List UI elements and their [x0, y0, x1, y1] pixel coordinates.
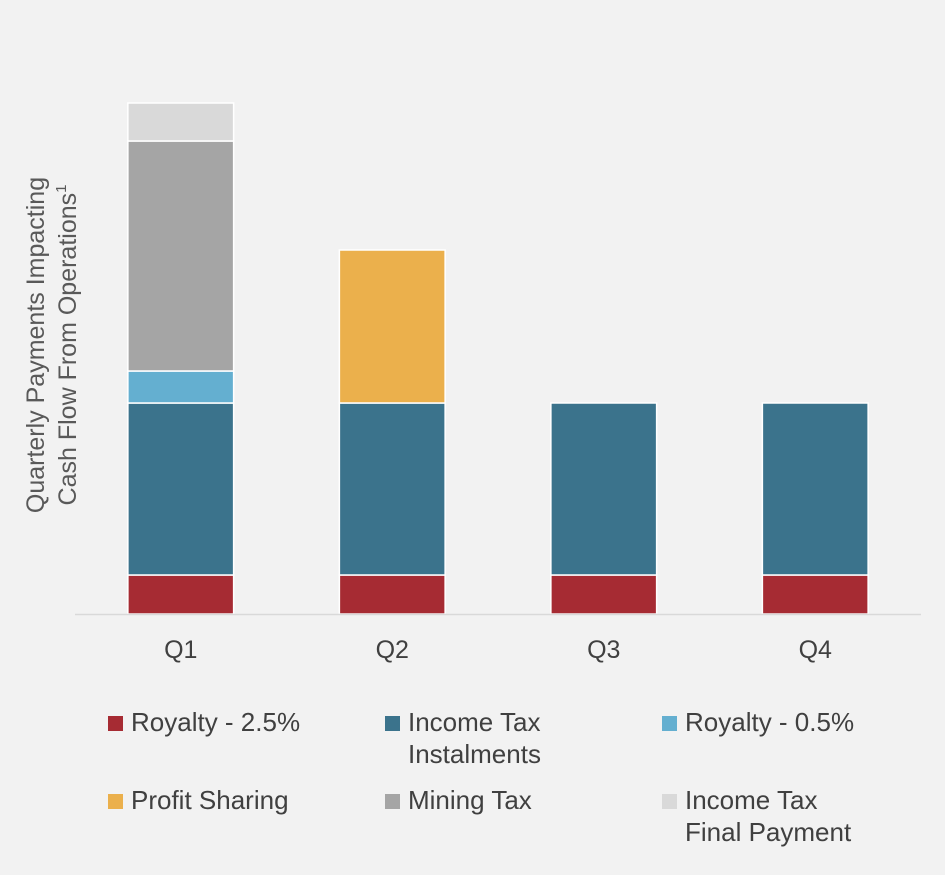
- bar-segment-q1-series-0: [127, 574, 235, 615]
- legend-swatch: [108, 716, 123, 731]
- legend-swatch: [662, 794, 677, 809]
- legend-swatch: [662, 716, 677, 731]
- x-tick-label: Q2: [376, 636, 409, 664]
- bar-segment-q2-series-1: [338, 402, 446, 576]
- bar-segment-q1-series-2: [127, 370, 235, 404]
- legend-swatch: [108, 794, 123, 809]
- chart-plot: Q1 Q2 Q3 Q4 Quarterly Payments Impacting Cash…: [22, 102, 921, 664]
- legend-label: Royalty - 2.5%: [131, 707, 301, 737]
- legend-item: Income Tax Instalments: [385, 706, 662, 770]
- bar-segment-q3-series-1: [550, 402, 658, 576]
- legend-label: Income Tax Final Payment: [685, 785, 852, 847]
- bar-segment-q3-series-0: [550, 574, 658, 615]
- y-axis-label-line-1: Quarterly Payments Impacting: [22, 177, 50, 513]
- x-tick-label: Q3: [587, 636, 620, 664]
- legend-item: Mining Tax: [385, 784, 662, 848]
- bar-segment-q2-series-0: [338, 574, 446, 615]
- legend-label: Royalty - 0.5%: [685, 707, 855, 737]
- y-axis-label: Quarterly Payments Impacting Cash Flow Fr…: [22, 177, 82, 513]
- legend-item: Royalty - 0.5%: [662, 706, 938, 770]
- bar-segment-q2-series-3: [338, 249, 446, 404]
- legend-swatch: [385, 716, 400, 731]
- legend-item: Income Tax Final Payment: [662, 784, 938, 848]
- bar-segment-q1-series-5: [127, 102, 235, 142]
- bar-segment-q1-series-1: [127, 402, 235, 576]
- legend-item: Profit Sharing: [108, 784, 385, 848]
- bar-segment-q4-series-1: [761, 402, 869, 576]
- x-tick-label: Q1: [164, 636, 197, 664]
- legend-label: Profit Sharing: [131, 785, 289, 815]
- legend-label: Income Tax Instalments: [408, 707, 541, 769]
- x-tick-label: Q4: [799, 636, 832, 664]
- y-axis-label-line-2: Cash Flow From Operations1: [53, 185, 82, 506]
- legend-item: Royalty - 2.5%: [108, 706, 385, 770]
- legend: Royalty - 2.5% Income Tax Instalments Roya…: [108, 706, 938, 848]
- bar-segment-q1-series-4: [127, 140, 235, 372]
- bar-segment-q4-series-0: [761, 574, 869, 615]
- y-axis-label-footnote-marker: 1: [53, 185, 70, 193]
- legend-swatch: [385, 794, 400, 809]
- legend-label: Mining Tax: [408, 785, 532, 815]
